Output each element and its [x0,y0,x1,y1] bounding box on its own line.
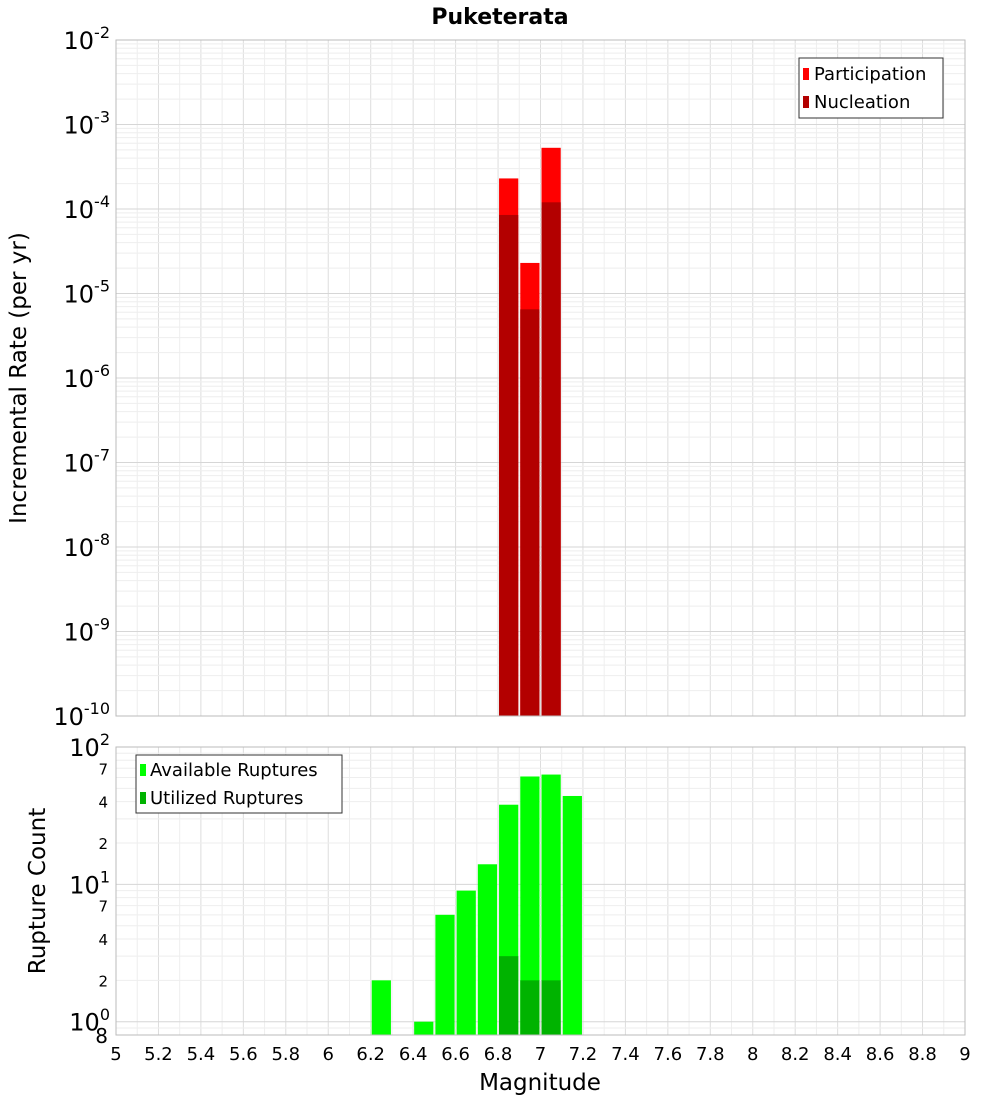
y-minor-tick-label: 4 [98,931,108,949]
y-tick-label: 10-7 [64,446,111,478]
legend-swatch [140,764,146,776]
bottom-y-axis-label: Rupture Count [25,808,51,974]
y-minor-tick-label: 4 [98,794,108,812]
y-minor-tick-label: 2 [98,835,108,853]
x-tick-label: 5.6 [229,1044,258,1065]
plot-frame [115,39,966,717]
count-bar [562,795,582,1035]
legend: Available Ruptures Utilized Ruptures [135,754,343,814]
x-tick-label: 9 [959,1044,970,1065]
plot-frame [115,746,966,1036]
x-tick-label: 8.8 [908,1044,937,1065]
x-tick-label: 8.2 [781,1044,810,1065]
count-bar [520,776,540,1035]
x-tick-label: 7 [535,1044,546,1065]
y-minor-tick-label: 7 [98,898,108,916]
x-tick-label: 5 [110,1044,121,1065]
legend-box [135,754,343,814]
count-bar [435,914,455,1035]
bottom-plot-area: 100 101 102 8 2 4 7 2 4 7 5 5.2 5.4 5.6 5.8 6 6.2 6.4 6.6 6… [69,730,970,1065]
y-tick-label: 102 [69,730,110,762]
legend-label: Available Ruptures [150,760,318,781]
x-tick-label: 8.4 [823,1044,852,1065]
legend: Participation Nucleation [798,57,944,119]
legend-swatch [803,68,809,80]
count-bar [541,980,561,1035]
x-tick-label: 7.8 [696,1044,725,1065]
x-tick-label: 6.2 [356,1044,385,1065]
x-tick-label: 6.8 [484,1044,513,1065]
x-tick-label: 5.4 [187,1044,216,1065]
y-tick-label: 10-2 [64,23,111,55]
legend-label: Nucleation [814,92,910,113]
legend-label: Utilized Ruptures [150,788,303,809]
x-tick-label: 6.6 [441,1044,470,1065]
x-tick-label: 8 [747,1044,758,1065]
y-tick-label: 10-8 [64,530,111,562]
count-bar [520,980,540,1035]
count-bar [456,890,476,1035]
y-tick-label: 10-9 [64,615,111,647]
x-tick-label: 8.6 [866,1044,895,1065]
legend-label: Participation [814,64,926,85]
top-y-axis-label: Incremental Rate (per yr) [6,232,32,524]
x-tick-label: 6 [323,1044,334,1065]
count-bar [499,956,519,1035]
y-minor-tick-label: 8 [95,1024,108,1048]
count-bar [414,1021,434,1035]
count-bar [477,864,498,1035]
x-axis-label: Magnitude [479,1070,601,1096]
y-minor-tick-label: 7 [98,760,108,778]
rate-bar [520,309,540,716]
x-tick-label: 7.4 [611,1044,640,1065]
y-tick-label: 10-4 [64,192,111,224]
y-tick-label: 10-10 [53,699,110,731]
x-tick-label: 6.4 [399,1044,428,1065]
y-tick-label: 100 [69,1005,110,1037]
x-tick-label: 5.8 [271,1044,300,1065]
count-bar [541,774,561,1035]
rate-bar [541,202,561,716]
y-tick-label: 10-5 [64,277,111,309]
legend-swatch [803,96,809,108]
legend-box [798,57,944,119]
top-plot-area: 10-10 10-9 10-8 10-7 10-6 10-5 10-4 10-3 10-2 Par… [53,23,966,731]
x-tick-label: 5.2 [144,1044,173,1065]
count-bar [371,980,391,1035]
x-tick-label: 7.6 [654,1044,683,1065]
chart-title: Puketerata [431,5,568,30]
x-tick-label: 7.2 [569,1044,598,1065]
rate-bar [499,214,519,716]
y-tick-label: 101 [69,868,110,900]
y-minor-tick-label: 2 [98,972,108,990]
y-tick-label: 10-3 [64,108,111,140]
y-tick-label: 10-6 [64,361,111,393]
legend-swatch [140,792,146,804]
